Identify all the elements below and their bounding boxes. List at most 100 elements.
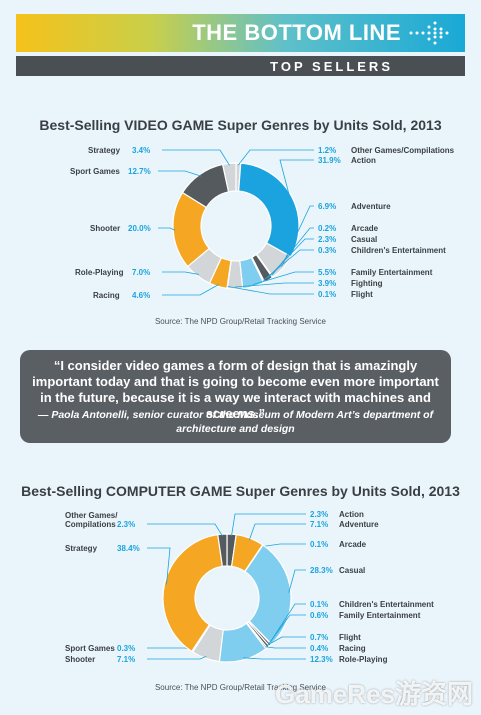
computer-game-donut-chart: 2.3% Action 7.1% Adventure 0.1% Arcade 28.3% Ca…: [65, 510, 434, 664]
leader-line-family-entertainment: [268, 614, 306, 644]
quote-text: “I consider video games a form of design…: [32, 358, 439, 421]
slice-action: [237, 162, 300, 258]
value-label-role-playing: 7.0%: [132, 268, 150, 277]
section-title: TOP SELLERS: [270, 59, 393, 74]
value-label-strategy: 38.4%: [117, 544, 140, 553]
category-label-family-entertainment: Family Entertainment: [339, 611, 421, 620]
category-label-adventure: Adventure: [339, 520, 379, 529]
leader-line-arcade: [261, 543, 306, 548]
leader-line-arcade: [271, 227, 314, 276]
leader-line-role-playing: [162, 271, 199, 275]
category-label-arcade: Arcade: [351, 224, 379, 233]
value-label-other-games-compilations: 2.3%: [117, 520, 135, 529]
category-label-action: Action: [339, 510, 364, 519]
category-label-adventure: Adventure: [351, 202, 391, 211]
category-label-strategy: Strategy: [88, 146, 121, 155]
value-label-children-s-entertainment: 0.3%: [318, 246, 336, 255]
category-label-shooter: Shooter: [65, 655, 95, 664]
leader-line-family-entertainment: [252, 271, 314, 286]
leader-line-other-games-compilations: [237, 149, 314, 166]
value-label-arcade: 0.1%: [310, 540, 328, 549]
value-label-action: 2.3%: [310, 510, 328, 519]
leader-line-children-s-entertainment: [269, 603, 306, 644]
category-label-flight: Flight: [351, 290, 373, 299]
value-label-family-entertainment: 0.6%: [310, 611, 328, 620]
leader-line-flight: [227, 285, 314, 295]
leader-line-racing: [162, 284, 219, 296]
category-label-other-games-compilations: Other Games/Compilations: [351, 146, 455, 155]
leader-line-other-games-compilations: [147, 523, 223, 537]
leader-line-action: [279, 159, 314, 198]
leader-line-flight: [266, 636, 306, 646]
leader-line-casual: [267, 238, 314, 279]
category-label-children-s-entertainment: Children's Entertainment: [351, 246, 446, 255]
value-label-family-entertainment: 5.5%: [318, 268, 336, 277]
category-label-arcade: Arcade: [339, 540, 367, 549]
section-bar: TOP SELLERS: [16, 56, 465, 76]
watermark: GameRes游资网: [275, 679, 473, 709]
category-label-family-entertainment: Family Entertainment: [351, 268, 433, 277]
leader-line-adventure: [248, 523, 306, 541]
value-label-casual: 2.3%: [318, 235, 336, 244]
value-label-shooter: 20.0%: [128, 224, 151, 233]
chart-2-source: Source: The NPD Group/Retail Tracking Se…: [154, 683, 327, 692]
leader-line-fighting: [235, 282, 314, 288]
video-game-donut-chart: 1.2% Other Games/Compilations 31.9% Action 6…: [70, 146, 455, 300]
value-label-shooter: 7.1%: [117, 655, 135, 664]
value-label-adventure: 7.1%: [310, 520, 328, 529]
category-label-other-games-compilations: Other Games/: [65, 511, 118, 520]
slice-strategy: [221, 162, 237, 193]
category-label-sport-games: Sport Games: [65, 644, 115, 653]
chart-2-title: Best-Selling COMPUTER GAME Super Genres …: [21, 483, 460, 499]
value-label-children-s-entertainment: 0.1%: [310, 600, 328, 609]
category-label-role-playing: Role-Playing: [339, 655, 388, 664]
arrow-dots-icon: [409, 21, 449, 45]
value-label-other-games-compilations: 1.2%: [318, 146, 336, 155]
leader-line-sport-games: [147, 647, 194, 651]
category-label-strategy: Strategy: [65, 544, 98, 553]
category-label-casual: Casual: [351, 235, 377, 244]
leader-line-shooter: [158, 227, 176, 231]
leader-line-shooter: [147, 656, 207, 660]
slice-other-games-compilations: [217, 533, 228, 568]
leader-line-sport-games: [158, 170, 202, 177]
category-label-role-playing: Role-Playing: [75, 268, 124, 277]
value-label-fighting: 3.9%: [318, 279, 336, 288]
category-label-shooter: Shooter: [90, 224, 120, 233]
value-label-flight: 0.7%: [310, 633, 328, 642]
leader-line-strategy: [162, 149, 230, 166]
leader-line-racing: [265, 646, 306, 649]
category-label-sport-games: Sport Games: [70, 167, 120, 176]
value-label-action: 31.9%: [318, 156, 341, 165]
category-label-casual: Casual: [339, 566, 365, 575]
category-label-other-games-compilations: Compilations: [65, 520, 116, 529]
value-label-flight: 0.1%: [318, 290, 336, 299]
quote-attribution: — Paola Antonelli, senior curator of the…: [37, 409, 434, 435]
chart-1-source: Source: The NPD Group/Retail Tracking Se…: [154, 317, 327, 326]
value-label-casual: 28.3%: [310, 566, 333, 575]
value-label-arcade: 0.2%: [318, 224, 336, 233]
header-banner: THE BOTTOM LINE: [16, 14, 465, 52]
value-label-sport-games: 0.3%: [117, 644, 135, 653]
leader-line-strategy: [147, 547, 171, 585]
category-label-flight: Flight: [339, 633, 361, 642]
category-label-children-s-entertainment: Children's Entertainment: [339, 600, 434, 609]
page-title: THE BOTTOM LINE: [192, 20, 401, 45]
value-label-role-playing: 12.3%: [310, 655, 333, 664]
slice-strategy: [162, 533, 224, 653]
category-label-action: Action: [351, 156, 376, 165]
category-label-fighting: Fighting: [351, 279, 383, 288]
category-label-racing: Racing: [339, 644, 366, 653]
value-label-adventure: 6.9%: [318, 202, 336, 211]
value-label-racing: 0.4%: [310, 644, 328, 653]
leader-line-adventure: [281, 205, 314, 267]
chart-1-title: Best-Selling VIDEO GAME Super Genres by …: [39, 117, 442, 133]
leader-line-role-playing: [243, 657, 306, 660]
leader-line-casual: [288, 569, 306, 593]
value-label-sport-games: 12.7%: [128, 167, 151, 176]
quote-box: “I consider video games a form of design…: [20, 350, 451, 443]
category-label-racing: Racing: [93, 291, 120, 300]
leader-line-action: [231, 513, 306, 537]
value-label-strategy: 3.4%: [132, 146, 150, 155]
value-label-racing: 4.6%: [132, 291, 150, 300]
